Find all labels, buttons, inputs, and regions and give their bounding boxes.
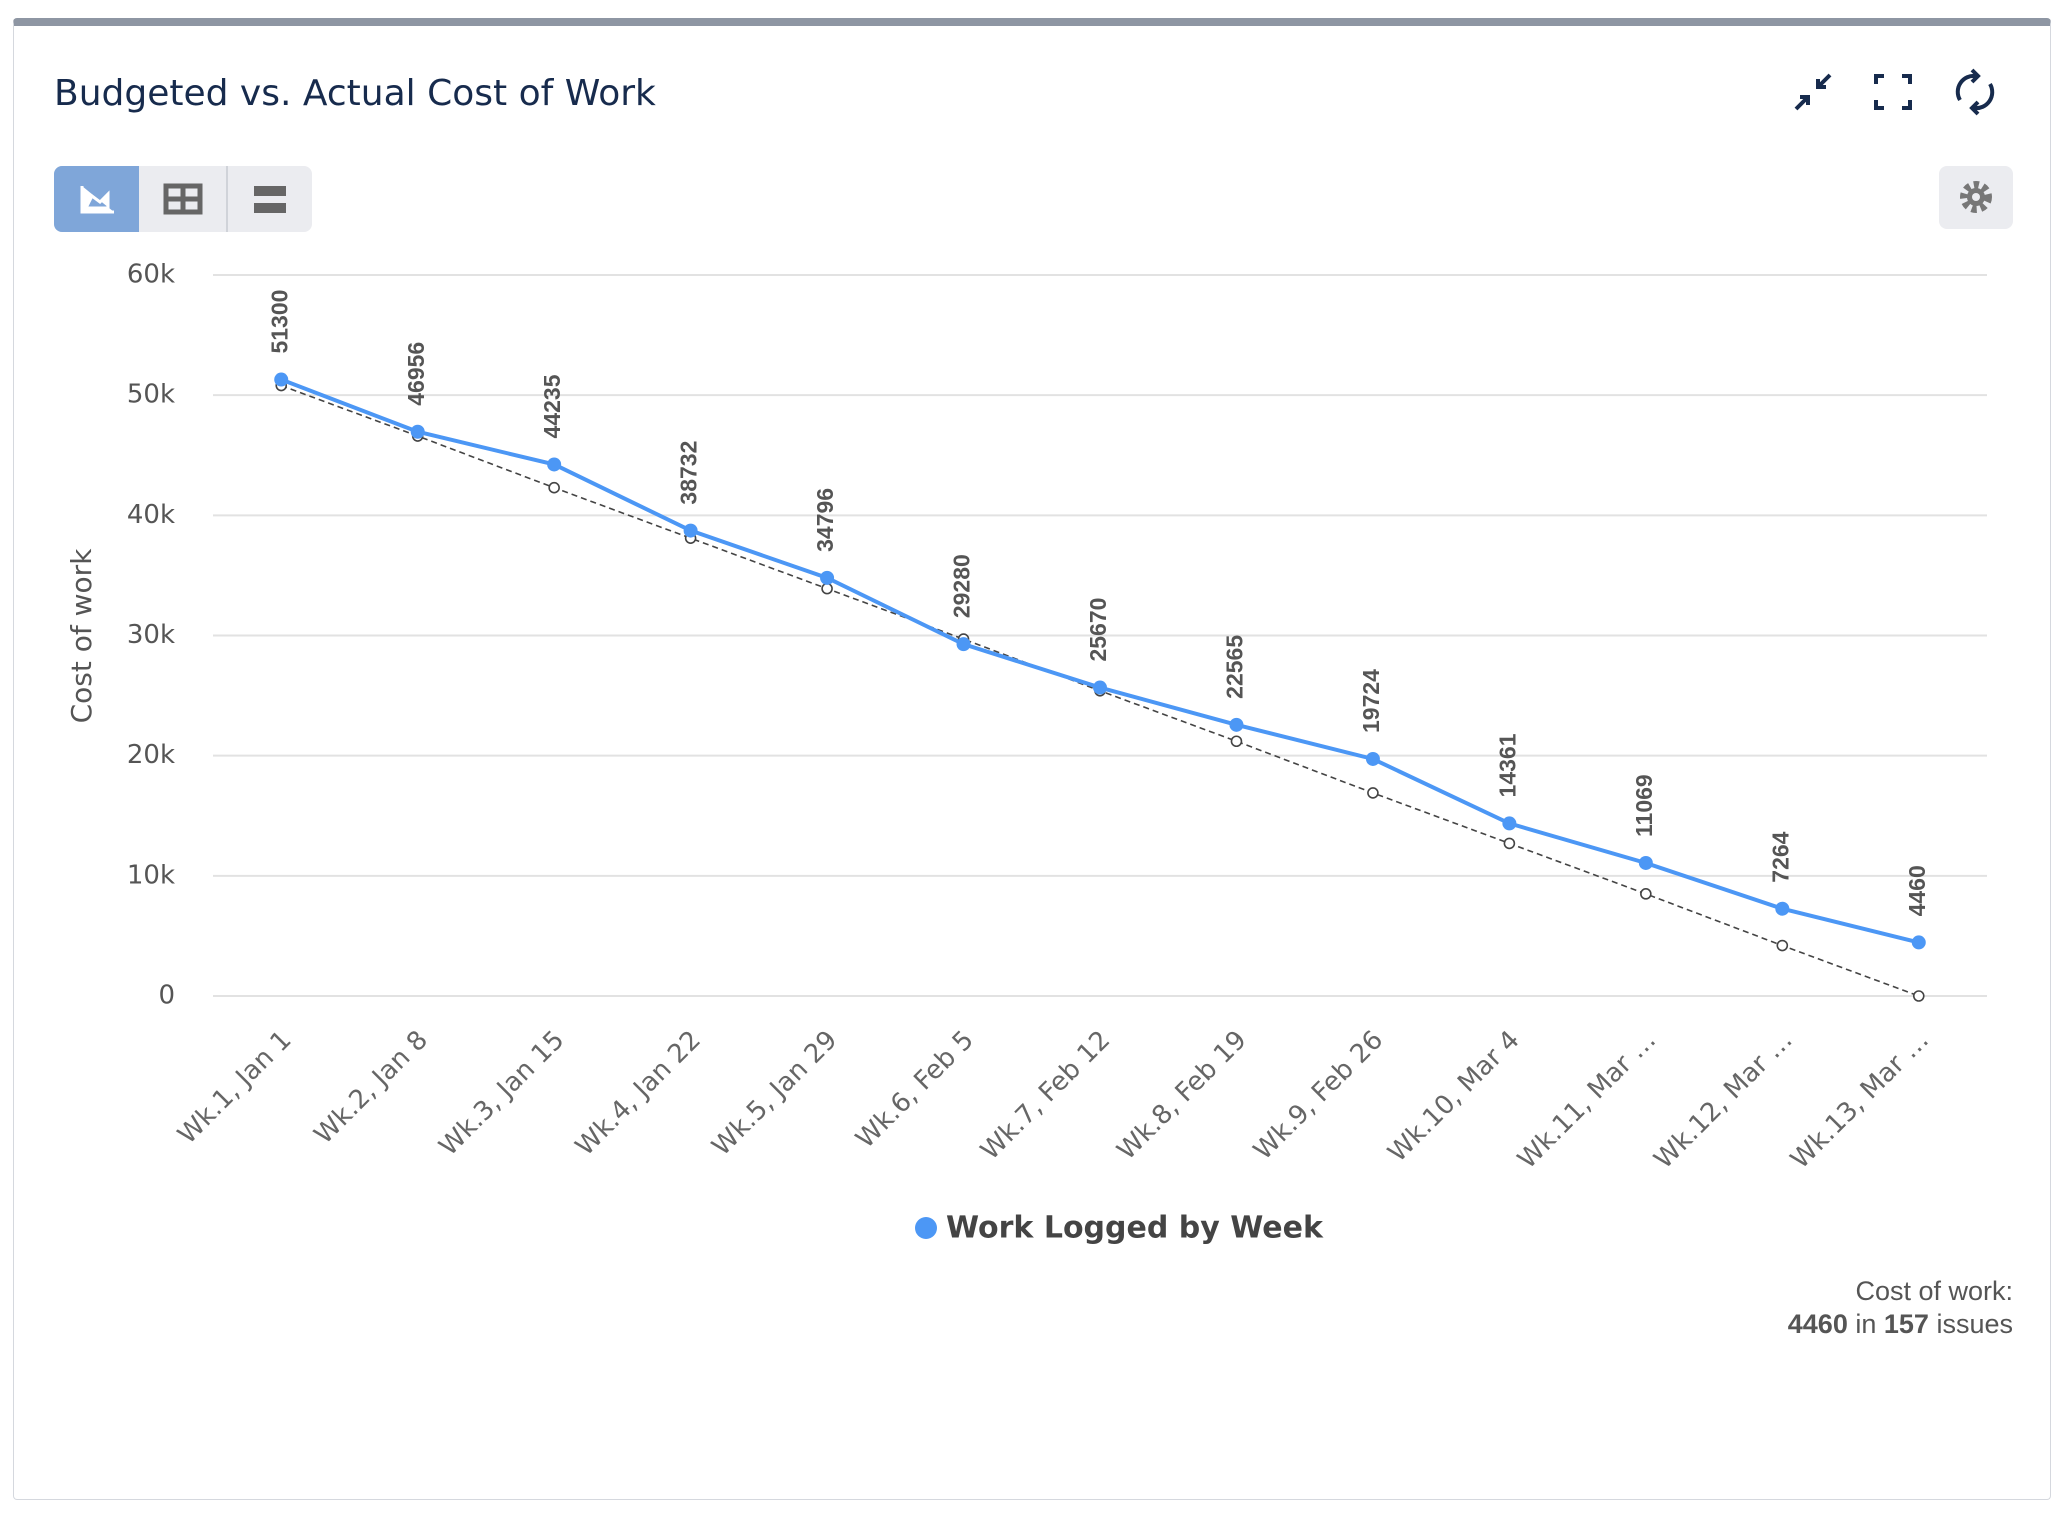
- x-tick-label: Wk.4, Jan 22: [570, 1025, 707, 1162]
- budget-point: [1230, 735, 1243, 748]
- data-label: 25670: [1085, 598, 1111, 662]
- data-label: 29280: [949, 554, 975, 618]
- toolbar-icons: [1794, 68, 1995, 116]
- legend-marker: [915, 1217, 937, 1239]
- x-tick-label: Wk.7, Feb 12: [975, 1025, 1116, 1166]
- data-label: 14361: [1494, 733, 1520, 797]
- data-point: [410, 424, 425, 439]
- summary-joiner: in: [1855, 1309, 1876, 1339]
- data-point: [274, 372, 289, 387]
- refresh-icon[interactable]: [1955, 68, 1995, 116]
- summary-label: Cost of work:: [1855, 1276, 2013, 1306]
- y-tick-label: 20k: [127, 740, 175, 770]
- data-point: [1638, 855, 1653, 870]
- budget-point: [1912, 990, 1925, 1002]
- fullscreen-icon[interactable]: [1874, 74, 1912, 110]
- x-tick-label: Wk.11, Mar …: [1512, 1025, 1662, 1175]
- y-axis-label: Cost of work: [65, 548, 98, 724]
- budget-point: [821, 582, 833, 595]
- budget-point: [1367, 787, 1379, 799]
- chart-icon: [80, 186, 114, 214]
- budget-point: [1776, 939, 1789, 952]
- x-tick-label: Wk.1, Jan 1: [172, 1025, 297, 1150]
- x-tick-label: Wk.8, Feb 19: [1112, 1025, 1253, 1166]
- data-label: 4460: [1904, 865, 1930, 916]
- summary-value: 4460: [1788, 1309, 1848, 1339]
- data-point: [547, 457, 562, 472]
- x-tick-label: Wk.12, Mar …: [1649, 1025, 1799, 1175]
- data-point: [1502, 816, 1517, 831]
- gear-icon: [1960, 181, 1992, 213]
- y-tick-label: 40k: [127, 500, 175, 530]
- x-tick-label: Wk.2, Jan 8: [309, 1025, 434, 1150]
- x-tick-label: Wk.13, Mar …: [1785, 1025, 1935, 1175]
- data-label: 46956: [403, 342, 429, 406]
- gear-icon-hole: [1972, 193, 1980, 201]
- budget-point: [548, 481, 560, 494]
- data-label: 51300: [266, 290, 292, 354]
- data-label: 19724: [1358, 669, 1384, 733]
- budget-point: [1503, 837, 1516, 850]
- y-tick-label: 50k: [127, 380, 175, 410]
- summary-count: 157: [1884, 1309, 1929, 1339]
- data-label: 34796: [812, 488, 838, 552]
- x-tick-label: Wk.9, Feb 26: [1248, 1025, 1389, 1166]
- y-tick-label: 0: [158, 981, 175, 1011]
- table-icon: [163, 183, 203, 215]
- data-point: [1229, 717, 1244, 732]
- y-tick-label: 60k: [127, 260, 175, 290]
- data-label: 22565: [1222, 635, 1248, 699]
- summary-text: 4460 in 157 issues: [1788, 1309, 2013, 1339]
- data-point: [956, 637, 971, 652]
- summary-unit: issues: [1936, 1309, 2013, 1339]
- view-toggle: [54, 166, 2013, 232]
- y-tick-label: 30k: [127, 620, 175, 650]
- data-point: [1911, 935, 1926, 950]
- x-tick-label: Wk.3, Jan 15: [434, 1025, 571, 1162]
- chart-title: Budgeted vs. Actual Cost of Work: [54, 73, 656, 114]
- data-label: 7264: [1767, 831, 1793, 882]
- data-label: 44235: [539, 374, 565, 438]
- data-point: [1775, 901, 1790, 916]
- budget-point: [1640, 888, 1652, 900]
- y-tick-label: 10k: [127, 860, 175, 890]
- x-tick-label: Wk.6, Feb 5: [850, 1025, 979, 1154]
- chart-card: [13, 18, 2051, 1500]
- data-label: 38732: [676, 441, 702, 505]
- x-tick-label: Wk.10, Mar 4: [1382, 1025, 1525, 1168]
- data-point: [1365, 751, 1380, 766]
- x-tick-label: Wk.5, Jan 29: [706, 1025, 843, 1162]
- data-label: 11069: [1631, 774, 1657, 837]
- data-point: [1093, 680, 1107, 695]
- collapse-icon[interactable]: [1794, 73, 1832, 111]
- list-icon[interactable]: [254, 186, 286, 213]
- data-point: [683, 523, 698, 538]
- legend-label: Work Logged by Week: [946, 1211, 1324, 1246]
- data-point: [820, 570, 835, 585]
